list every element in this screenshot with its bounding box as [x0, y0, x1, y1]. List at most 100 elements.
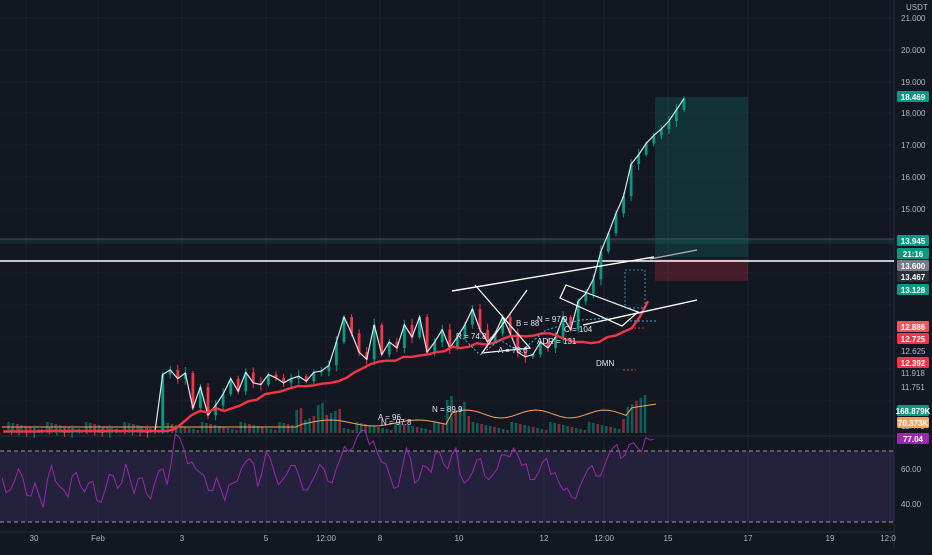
price-tag: [897, 333, 929, 344]
volume-bar: [308, 418, 311, 433]
candle-body: [554, 337, 557, 348]
volume-bar: [377, 427, 380, 433]
volume-bar: [248, 424, 251, 433]
volume-bar: [312, 416, 316, 433]
volume-bar: [557, 424, 561, 433]
rsi-line: [1, 430, 655, 508]
volume-bar: [407, 425, 410, 433]
volume-bar: [372, 426, 376, 433]
candle-body: [433, 342, 437, 353]
currency-label: USDT: [906, 3, 928, 12]
volume-bar: [196, 430, 200, 433]
volume-bar: [415, 427, 419, 433]
volume-bar: [342, 428, 346, 433]
candle-body: [652, 135, 656, 144]
candle-body: [365, 352, 369, 360]
volume-bar: [626, 407, 630, 433]
volume-bar: [549, 422, 552, 433]
candle-body: [629, 164, 633, 197]
candle-body: [410, 324, 414, 338]
volume-bar: [493, 427, 496, 433]
stop-zone: [655, 259, 748, 281]
volume-bar: [471, 422, 475, 433]
annotation-r-left: R = 74.8: [456, 332, 487, 341]
volume-bar: [570, 427, 574, 433]
candle-body: [282, 377, 285, 383]
volume-bar: [295, 410, 298, 433]
volume-bar: [347, 429, 350, 433]
volume-bar: [596, 424, 599, 433]
candle-body: [614, 213, 618, 234]
candle-body: [229, 378, 233, 395]
volume-bar: [527, 426, 531, 433]
candle-body: [523, 352, 527, 357]
volume-bar: [617, 429, 621, 433]
candle-body: [312, 372, 316, 382]
price-tick-label: 15.000: [901, 205, 926, 214]
candle-body: [395, 342, 399, 348]
volume-bar: [592, 423, 595, 433]
candle-body: [531, 354, 535, 357]
volume-bar: [321, 403, 324, 433]
volume-bar: [402, 424, 406, 433]
price-tag-label: 18.469: [901, 93, 926, 102]
volume-bar: [587, 422, 591, 433]
volume-bar: [166, 423, 169, 433]
volume-bar: [11, 423, 15, 433]
candle-body: [350, 317, 353, 334]
volume-bar: [127, 423, 131, 433]
volume-bar: [420, 428, 423, 433]
volume-bar: [364, 424, 367, 433]
price-tag-label: 12.392: [901, 359, 926, 368]
volume-bar: [20, 425, 23, 433]
rsi-tick-label: 40.00: [901, 500, 922, 509]
forecast-box: [624, 269, 646, 309]
candle-body: [546, 342, 550, 348]
breakout-trendline: [649, 249, 698, 260]
candle-body: [244, 372, 248, 392]
candle-body: [183, 373, 187, 379]
candle-body: [289, 378, 293, 383]
volume-bar: [566, 426, 569, 433]
candle-body: [372, 324, 376, 360]
volume-bar: [209, 424, 212, 433]
candle-body: [637, 154, 641, 165]
price-tick-label: 18.000: [901, 109, 926, 118]
candle-body: [569, 317, 573, 330]
volume-bar: [179, 426, 182, 433]
candle-body: [236, 378, 240, 392]
annotation-n-low: N = 97.8: [381, 418, 412, 427]
candle-body: [342, 317, 346, 342]
volume-bar: [170, 424, 174, 433]
volume-bar: [252, 425, 255, 433]
volume-bar: [24, 426, 28, 433]
price-tag-label: 13.945: [901, 237, 926, 246]
pattern-left: [474, 284, 532, 354]
volume-bar: [28, 427, 32, 433]
price-tag: [897, 433, 929, 444]
volume-bar: [441, 424, 445, 433]
candle-body: [403, 324, 406, 348]
time-tick-label: 15: [664, 534, 673, 543]
annotation-n-mid: N = 89.9: [432, 405, 463, 414]
price-tag-label: 13.600: [901, 262, 926, 271]
candle-body: [440, 329, 444, 342]
volume-bar: [230, 429, 234, 433]
volume-bar: [97, 425, 101, 433]
candle-body: [682, 98, 686, 110]
volume-bar: [480, 424, 483, 433]
annotation-c-mid: C = 104: [564, 325, 593, 334]
volume-bar: [226, 428, 230, 433]
volume-bar: [334, 411, 337, 433]
volume-bar: [506, 430, 509, 433]
time-tick-label: 8: [378, 534, 383, 543]
pattern-flag: [559, 284, 640, 327]
volume-bar: [622, 419, 625, 433]
time-tick-label: 12:00: [594, 534, 615, 543]
annotation-n-right: N = 97.9: [537, 315, 568, 324]
price-tag: [897, 417, 929, 428]
annotation-pivot-label: DMN: [596, 359, 614, 368]
price-tag-label: 13.467: [901, 273, 926, 282]
volume-bar: [609, 427, 612, 433]
